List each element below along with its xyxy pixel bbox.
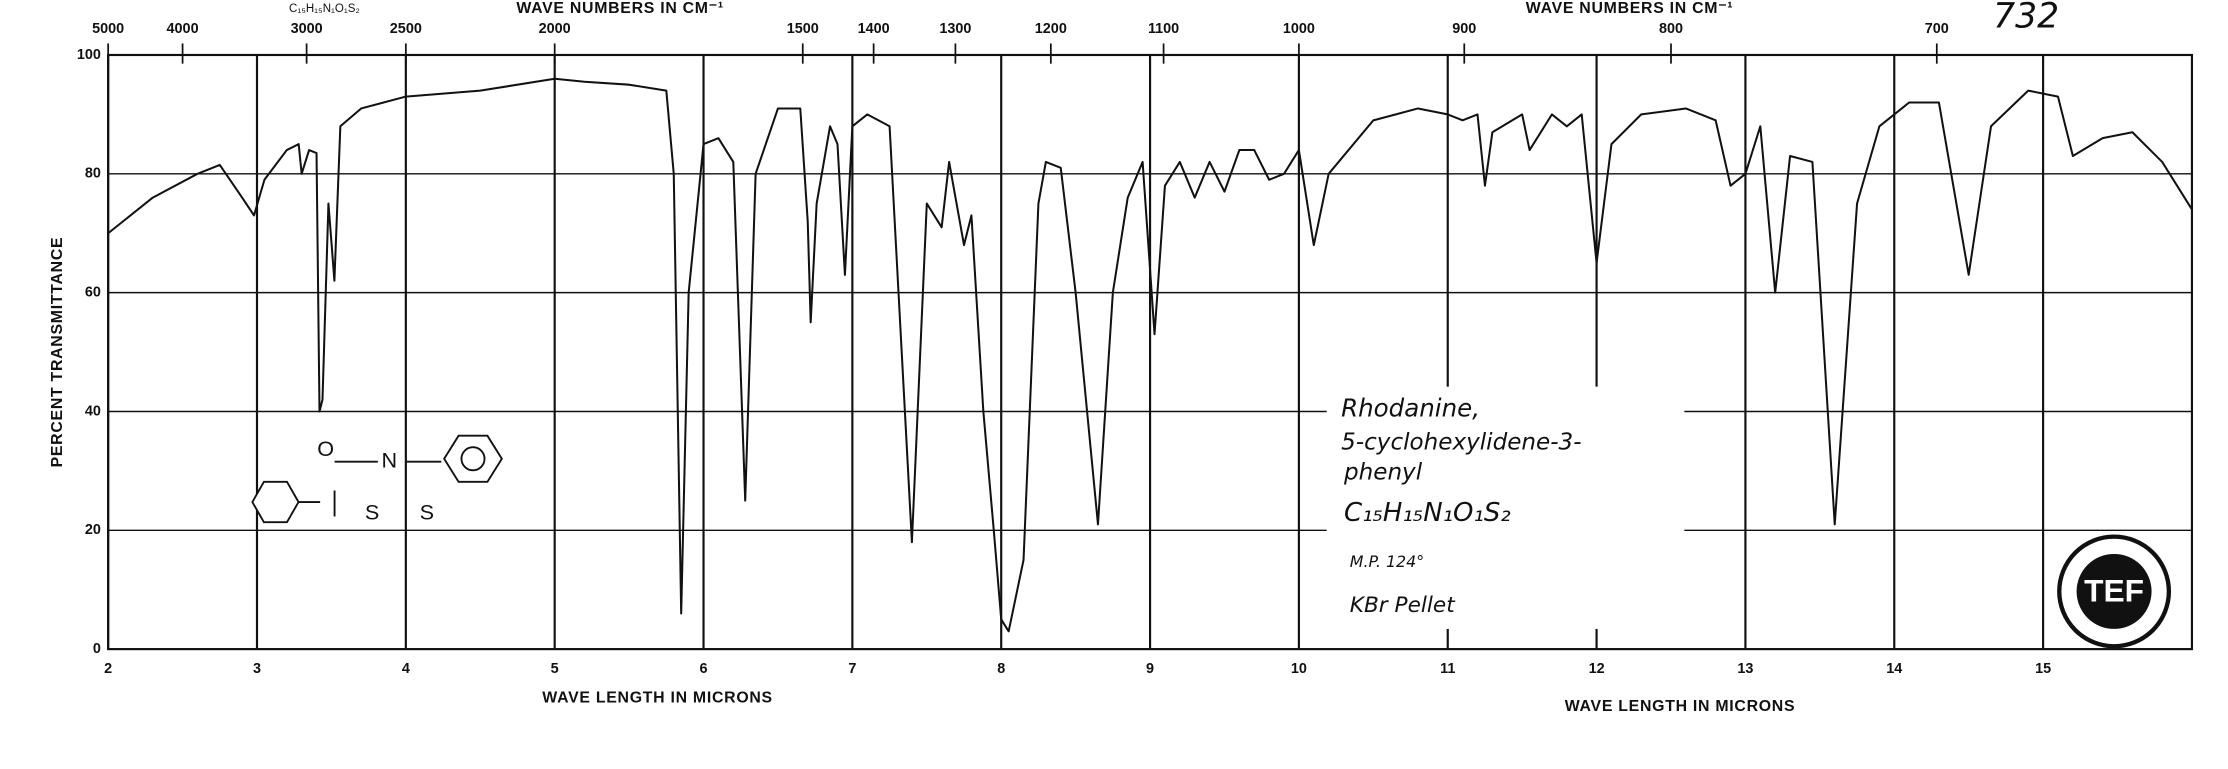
x-axis-label: WAVE LENGTH IN MICRONS [542,689,773,706]
phenyl-ring [443,434,503,483]
logo-text: TEF [2084,572,2144,608]
annotation: Rhodanine, 5-cyclohexylidene-3- phenyl C… [1341,394,1581,618]
x-tick-label: 6 [700,661,708,677]
x2-tick-label: 1500 [787,21,819,37]
x-tick-label: 9 [1146,661,1154,677]
aromatic-circle [460,446,486,472]
y-tick-label: 40 [85,403,101,419]
x-axis-label: WAVE LENGTH IN MICRONS [1565,698,1796,715]
x2-tick-label: 2000 [539,21,571,37]
formula-header: C₁₅H₁₅N₁O₁S₂ [289,3,360,15]
annotation-line: C₁₅H₁₅N₁O₁S₂ [1344,498,1511,528]
annotation-line: phenyl [1343,460,1423,486]
structure [251,434,503,524]
x2-tick-label: 3000 [291,21,323,37]
cyclohexane-ring [251,480,300,524]
y-tick-label: 60 [85,284,101,300]
x2-axis-label: WAVE NUMBERS IN CM⁻¹ [516,0,724,17]
structure-label: S [420,499,434,524]
x-tick-label: 2 [104,661,112,677]
annotation-line: 5-cyclohexylidene-3- [1341,429,1581,455]
y-tick-label: 80 [85,166,101,182]
y-tick-label: 100 [77,47,101,63]
structure-label: S [365,499,379,524]
x2-tick-label: 5000 [92,21,124,37]
y-tick-label: 0 [93,641,101,657]
x2-tick-label: 1000 [1283,21,1315,37]
x-tick-label: 13 [1737,661,1753,677]
plot-area: 0 20 40 60 80 100 2 3 4 5 6 7 8 9 10 11 12 13 14 15 5000 4000… [77,21,2194,677]
structure-label: O [317,436,334,461]
annotation-box [1326,386,1685,629]
x-tick-label: 15 [2035,661,2051,677]
x-tick-label: 5 [551,661,559,677]
x2-tick-label: 900 [1452,21,1476,37]
y-axis-label: PERCENT TRANSMITTANCE [49,237,66,468]
x2-tick-label: 1300 [939,21,971,37]
x2-axis-label: WAVE NUMBERS IN CM⁻¹ [1526,0,1734,17]
x-tick-label: 3 [253,661,261,677]
x-tick-label: 4 [402,661,410,677]
y-tick-label: 20 [85,522,101,538]
x2-tick-label: 2500 [390,21,422,37]
x-tick-label: 7 [848,661,856,677]
chart-title: 732 [1993,0,2059,36]
x2-tick-label: 1100 [1148,21,1179,37]
structure-label: N [382,447,398,472]
x-tick-label: 14 [1886,661,1902,677]
x-tick-label: 12 [1589,661,1605,677]
annotation-line: Rhodanine, [1341,394,1480,423]
x2-tick-label: 800 [1659,21,1683,37]
x-tick-label: 11 [1440,661,1455,677]
x-tick-label: 8 [997,661,1005,677]
x-tick-label: 10 [1291,661,1307,677]
x2-tick-label: 700 [1925,21,1949,37]
x2-tick-label: 1200 [1035,21,1067,37]
x2-tick-label: 1400 [858,21,890,37]
x2-tick-label: 4000 [167,21,199,37]
annotation-line: M.P. 124° [1350,552,1424,571]
logo [2057,534,2172,649]
annotation-line: KBr Pellet [1350,593,1456,618]
spectrum-line [107,77,2193,633]
